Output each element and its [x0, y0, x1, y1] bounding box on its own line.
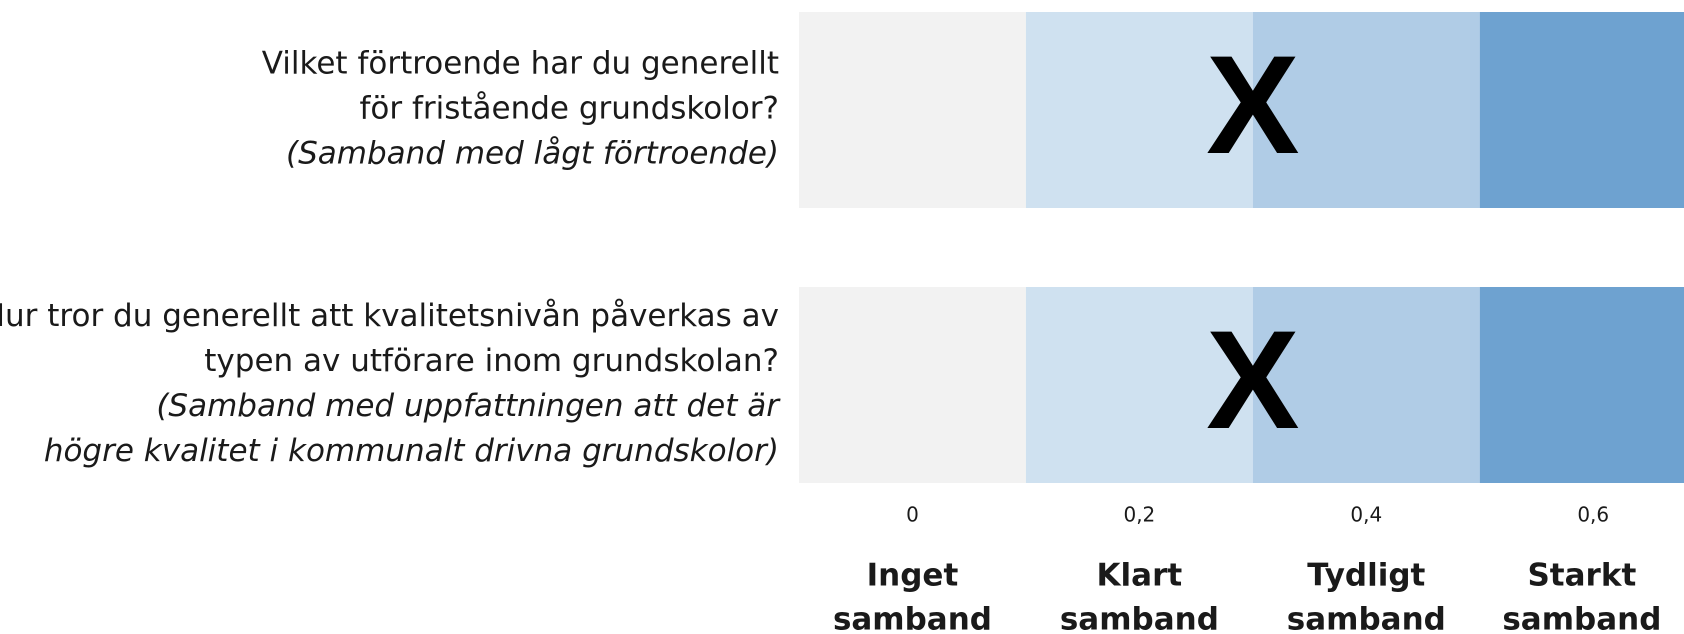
x-tick-label: 0,4	[1350, 503, 1382, 527]
band-label: samband	[1060, 602, 1219, 634]
band-label: Klart	[1097, 558, 1183, 594]
band	[1479, 287, 1684, 483]
band	[1025, 12, 1253, 208]
note-line: (Samband med uppfattningen att det är	[156, 388, 781, 424]
note-line: (Samband med lågt förtroende)	[286, 136, 779, 172]
question-line: Vilket förtroende har du generellt	[262, 46, 779, 82]
marker: X	[1206, 26, 1299, 183]
x-tick-label: 0,6	[1577, 503, 1609, 527]
band-label: samband	[1287, 602, 1446, 634]
band-label: samband	[1502, 602, 1661, 634]
question-line: Hur tror du generellt att kvalitetsnivån…	[0, 298, 779, 334]
x-tick-label: 0	[906, 503, 919, 527]
x-tick-label: 0,2	[1123, 503, 1155, 527]
band-label: Inget	[867, 558, 959, 594]
band-label: Starkt	[1527, 558, 1636, 594]
band	[1479, 12, 1684, 208]
band	[1252, 287, 1480, 483]
band	[799, 287, 1026, 483]
band	[1025, 287, 1253, 483]
marker: X	[1206, 301, 1299, 458]
band-label: Tydligt	[1307, 558, 1425, 594]
question-line: typen av utförare inom grundskolan?	[204, 343, 779, 379]
note-line: högre kvalitet i kommunalt drivna grunds…	[44, 433, 779, 469]
question-line: för fristående grundskolor?	[359, 91, 779, 127]
band-label: samband	[833, 602, 992, 634]
band	[799, 12, 1026, 208]
band	[1252, 12, 1480, 208]
